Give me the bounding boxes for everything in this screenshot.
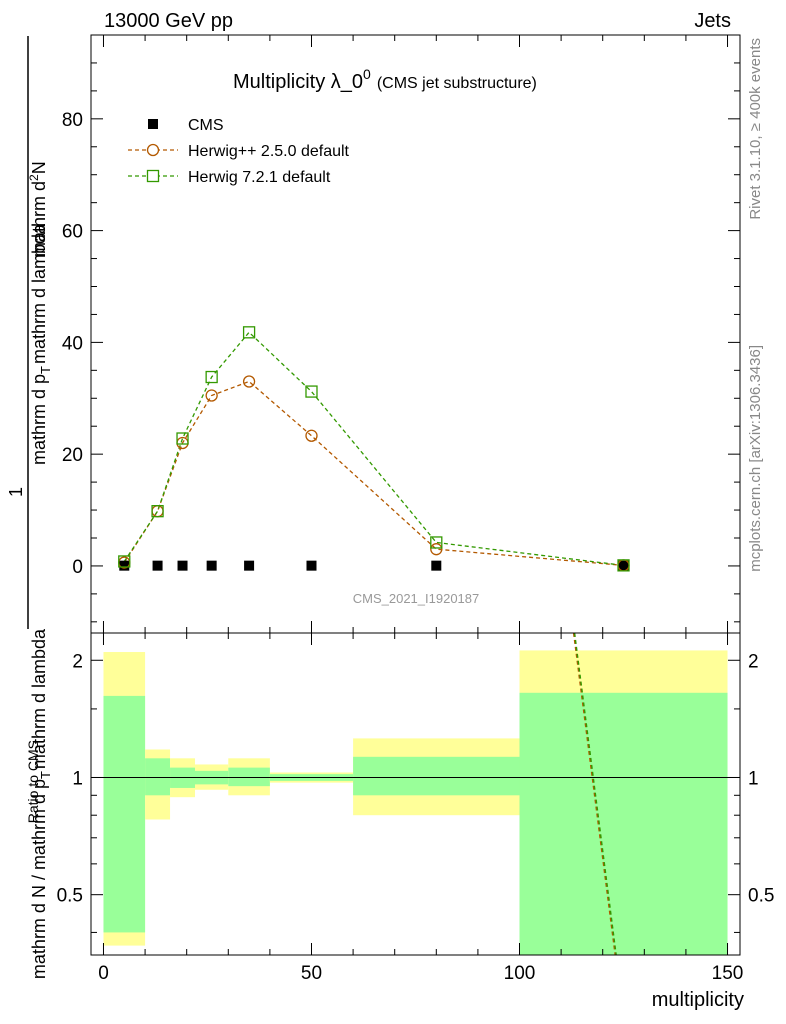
main-y-label-den-sub: T (38, 771, 53, 779)
ratio-y-ticks: 0.5 0.5 1 1 2 2 (57, 651, 774, 933)
ratio-band-inner (145, 758, 171, 796)
cms-data-point (431, 560, 442, 571)
ratio-y-tick-label-right: 1 (748, 768, 759, 789)
main-y-label-numerator-text: mathrm d2N (27, 161, 49, 257)
main-y-tick-label: 80 (62, 110, 83, 131)
x-tick-label: 0 (98, 963, 109, 984)
main-y-label-num-left: mathrm d (29, 181, 49, 257)
herwigpp-point (305, 429, 318, 442)
herwigpp-point (205, 389, 218, 402)
main-y-label-mid-left: mathrm d p (29, 374, 49, 465)
legend-marker-herwig7 (146, 169, 160, 183)
ratio-y-label: Ratio to CMS (25, 740, 41, 823)
herwig7-point (118, 555, 131, 568)
ratio-band-inner (103, 695, 146, 933)
herwigpp-point (151, 505, 164, 518)
main-y-label-num-right: N (29, 161, 49, 174)
main-y-tick-label: 60 (62, 222, 83, 243)
herwig7-point (430, 536, 443, 549)
x-axis-label: multiplicity (652, 989, 744, 1011)
main-y-tick-label: 20 (62, 445, 83, 466)
main-y-label-num-sup: 2 (27, 174, 41, 181)
herwig7-point (151, 505, 164, 518)
main-y-label-num-mid: mathrm d pTmathrm d lambda (29, 223, 53, 465)
ratio-plot: 0.5 0.5 1 1 2 2 0 50 100 150 Ratio to CMS multip… (25, 632, 774, 1011)
main-y-ticks: 0 20 40 60 80 (62, 34, 740, 623)
series-line-herwig7 (123, 331, 624, 567)
ratio-y-tick-label-left: 1 (72, 768, 83, 789)
legend-label-cms: CMS (188, 117, 224, 134)
herwig7-point (242, 326, 256, 339)
legend-marker-cms (148, 119, 158, 129)
ratio-band-inner (228, 767, 270, 787)
ratio-band-inner (353, 756, 520, 796)
herwigpp-point (242, 375, 256, 388)
cms-data-point (618, 560, 629, 571)
herwigpp-point (430, 543, 443, 556)
ratio-plot-frame (90, 632, 741, 956)
x-tick-label: 150 (712, 963, 744, 984)
herwig7-point (176, 432, 189, 445)
ratio-y-tick-label-right: 2 (748, 651, 759, 672)
x-tick-label: 100 (504, 963, 536, 984)
herwig7-point (205, 370, 218, 384)
ratio-y-tick-label-left: 2 (72, 651, 83, 672)
ratio-y-tick-label-right: 0.5 (748, 886, 774, 907)
main-y-label-mid-sub: T (38, 366, 53, 374)
plot-title: Multiplicity λ_00 (CMS jet substructure) (233, 66, 537, 93)
header-left: 13000 GeV pp (104, 10, 233, 32)
plot-title-suffix: (CMS jet substructure) (377, 75, 537, 92)
main-y-tick-label: 40 (62, 333, 83, 354)
rivet-label: Rivet 3.1.10, ≥ 400k events (747, 38, 764, 220)
main-y-label-den-right: mathrm d lambda (29, 628, 49, 769)
main-y-label-den-left: mathrm d N / mathrm d p (29, 779, 49, 979)
cms-data-point (119, 560, 130, 571)
ratio-band-inner (519, 692, 728, 955)
main-series-lines (123, 331, 624, 567)
cms-data-point (306, 560, 317, 571)
main-y-label-numerator: 1 (6, 487, 26, 497)
ratio-bands (103, 650, 728, 955)
cms-data-point (177, 560, 188, 571)
legend-label-herwigpp: Herwig++ 2.5.0 default (188, 143, 350, 160)
legend-marker-herwigpp (146, 143, 160, 157)
main-y-tick-label: 0 (72, 557, 83, 578)
main-series-markers (118, 326, 630, 572)
main-y-label-denominator: mathrm d N / mathrm d pTmathrm d lambda (29, 628, 53, 979)
ratio-y-tick-label-left: 0.5 (57, 886, 83, 907)
analysis-label: CMS_2021_I1920187 (353, 591, 480, 606)
ratio-line-herwigpp (572, 632, 616, 956)
cms-data-point (206, 560, 217, 571)
ratio-series-line (572, 632, 617, 956)
legend: CMS Herwig++ 2.5.0 default Herwig 7.2.1 … (128, 117, 350, 186)
x-tick-label: 50 (301, 963, 322, 984)
series-line-herwigpp (123, 380, 624, 567)
ratio-line-herwig7 (573, 632, 617, 956)
herwig7-point (305, 385, 318, 398)
plot-title-main: Multiplicity λ_0 (233, 71, 363, 93)
herwig7-point (617, 559, 630, 572)
cms-data-point (152, 560, 163, 571)
ratio-x-ticks: 0 50 100 150 (98, 633, 743, 984)
plot-title-sup: 0 (363, 66, 371, 82)
cms-data-point (244, 560, 255, 571)
main-y-label: 1 mathrm d N / mathrm d pTmathrm d lambd… (6, 36, 53, 979)
mcplots-label: mcplots.cern.ch [arXiv:1306.3436] (747, 345, 764, 572)
main-y-label-mid-right: mathrm d lambda (29, 223, 49, 364)
legend-label-herwig7: Herwig 7.2.1 default (188, 169, 331, 186)
main-x-ticks (102, 35, 729, 633)
header-right: Jets (694, 10, 731, 32)
